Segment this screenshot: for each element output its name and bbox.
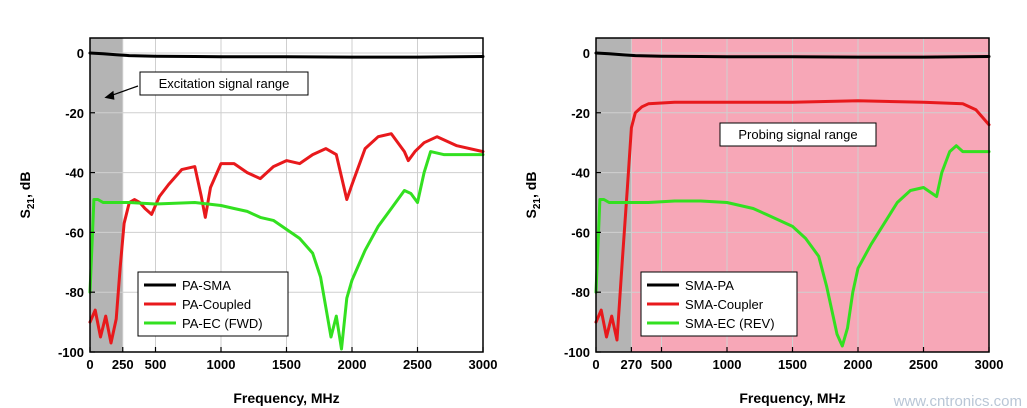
series-line-pa-sma: [88, 51, 485, 59]
chart-right: 0 270 500 1000 1500 2000 2500 3000 0 -20 -40 -60 -80…: [523, 37, 1004, 406]
y-tick-label: -20: [65, 106, 84, 121]
chart-left: 0 250 500 1000 1500 2000 2500 3000 0 -20 -40 -60 -80…: [17, 37, 498, 406]
series-line-pa-ec-fwd: [88, 150, 485, 351]
y-tick-label: -20: [571, 106, 590, 121]
annotation-text: Probing signal range: [738, 127, 857, 142]
annotation-box: [719, 122, 877, 147]
y-tick-label: 0: [583, 46, 590, 61]
x-tick-label: 2000: [338, 357, 367, 372]
y-tick-label: -40: [65, 166, 84, 181]
y-tick-label: -80: [65, 285, 84, 300]
x-tick-label: 3000: [469, 357, 498, 372]
x-tick-label: 1000: [713, 357, 742, 372]
annotation-arrow: [110, 85, 139, 97]
x-axis-title: Frequency, MHz: [233, 390, 339, 406]
y-tick-label: -60: [65, 225, 84, 240]
x-tick-label: 1500: [272, 357, 301, 372]
x-tick-label: 2000: [844, 357, 873, 372]
y-tick-label: -80: [571, 285, 590, 300]
legend-label: PA-Coupled: [182, 297, 251, 312]
y-tick-label: 0: [77, 46, 84, 61]
annotation-text: Excitation signal range: [159, 76, 290, 91]
y-axis-title: S21, dB: [17, 172, 37, 219]
legend-box: [137, 271, 289, 337]
arrow-head-icon: [104, 90, 115, 100]
legend-label: SMA-PA: [685, 278, 734, 293]
y-tick-label: -40: [571, 166, 590, 181]
annotation-box: [139, 71, 309, 96]
y-tick-label: -100: [58, 345, 84, 360]
x-tick-label: 270: [621, 357, 643, 372]
series-line-pa-coupled: [88, 132, 485, 345]
x-tick-label: 1500: [778, 357, 807, 372]
x-tick-label: 2500: [909, 357, 938, 372]
x-tick-label: 500: [145, 357, 167, 372]
watermark-text: www.cntronics.com: [893, 393, 1022, 408]
legend-label: PA-SMA: [182, 278, 231, 293]
x-tick-label: 3000: [975, 357, 1004, 372]
x-tick-label: 0: [592, 357, 599, 372]
x-tick-label: 250: [112, 357, 134, 372]
y-axis-title: S21, dB: [523, 172, 543, 219]
y-tick-label: -100: [564, 345, 590, 360]
legend-label: PA-EC (FWD): [182, 316, 263, 331]
x-tick-label: 500: [651, 357, 673, 372]
series-line-sma-pa: [594, 51, 991, 59]
x-axis-title: Frequency, MHz: [739, 390, 845, 406]
legend-label: SMA-EC (REV): [685, 316, 775, 331]
x-tick-label: 0: [86, 357, 93, 372]
series-line-sma-coupler: [594, 99, 991, 342]
legend-label: SMA-Coupler: [685, 297, 764, 312]
y-tick-label: -60: [571, 225, 590, 240]
x-tick-label: 1000: [207, 357, 236, 372]
x-tick-label: 2500: [403, 357, 432, 372]
series-line-sma-ec-rev: [594, 144, 991, 348]
